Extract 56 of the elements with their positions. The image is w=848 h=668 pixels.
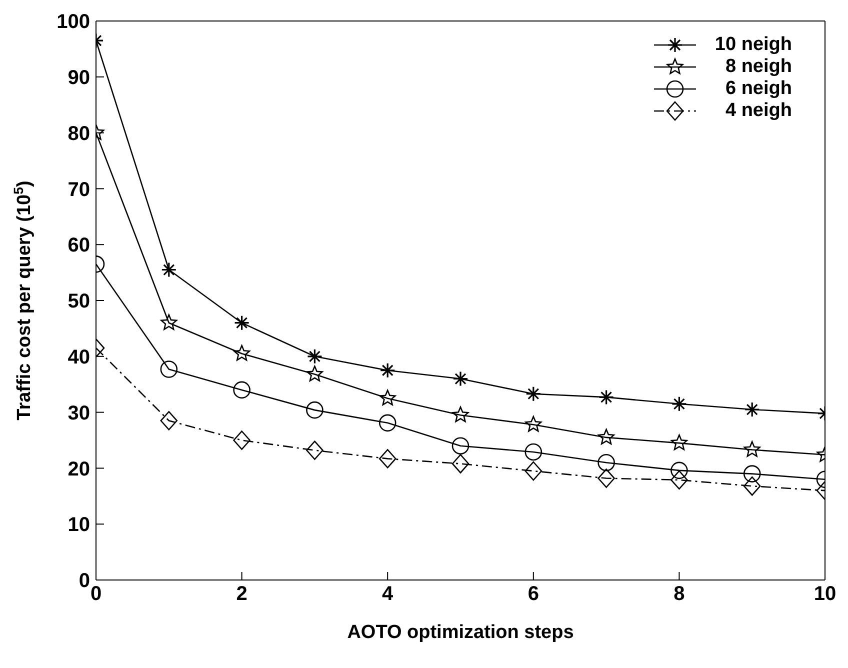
point xyxy=(306,348,322,364)
point xyxy=(743,465,761,482)
point xyxy=(598,428,615,445)
y-tick-label: 80 xyxy=(68,122,90,145)
point xyxy=(598,454,615,472)
x-tick-label: 6 xyxy=(528,583,539,606)
point xyxy=(233,381,250,399)
y-tick-label: 100 xyxy=(56,11,90,34)
point xyxy=(743,476,761,496)
legend-label: 8 neigh xyxy=(724,56,792,78)
x-tick-label: 8 xyxy=(674,583,685,606)
point xyxy=(598,468,615,488)
point xyxy=(452,370,468,387)
legend-label: 4 neigh xyxy=(724,100,792,122)
y-tick-label: 40 xyxy=(68,346,90,368)
legend-label: 10 neigh xyxy=(714,34,792,56)
point xyxy=(160,360,178,378)
point xyxy=(452,437,470,454)
point xyxy=(160,314,178,330)
point xyxy=(525,416,542,432)
point xyxy=(671,396,687,412)
y-tick-label: 30 xyxy=(68,402,90,424)
point xyxy=(234,344,250,361)
point xyxy=(379,390,396,406)
point xyxy=(161,262,177,278)
point xyxy=(452,454,470,474)
y-tick-label: 60 xyxy=(68,234,90,257)
point xyxy=(234,315,250,331)
legend-label: 6 neigh xyxy=(724,78,792,100)
y-tick-label: 20 xyxy=(68,458,90,480)
point xyxy=(306,366,323,382)
x-tick-label: 10 xyxy=(814,583,836,606)
point xyxy=(380,362,396,378)
point xyxy=(526,386,542,402)
point xyxy=(744,441,760,457)
point xyxy=(670,470,688,490)
point xyxy=(524,443,542,461)
point xyxy=(524,461,542,481)
point xyxy=(452,406,469,422)
point xyxy=(378,414,396,432)
point xyxy=(598,389,614,406)
y-tick-label: 90 xyxy=(68,67,90,89)
point xyxy=(233,430,250,450)
y-tick-label: 10 xyxy=(68,514,90,536)
point xyxy=(744,402,760,418)
point xyxy=(160,411,178,430)
x-tick-label: 2 xyxy=(236,583,248,606)
point xyxy=(306,401,324,419)
y-tick-label: 50 xyxy=(68,290,90,313)
point xyxy=(670,434,688,450)
point xyxy=(378,449,396,468)
point xyxy=(306,440,324,460)
point xyxy=(670,462,688,480)
x-axis-title: AOTO optimization steps xyxy=(347,622,574,643)
y-tick-label: 70 xyxy=(68,178,90,201)
x-tick-label: 4 xyxy=(382,583,394,606)
